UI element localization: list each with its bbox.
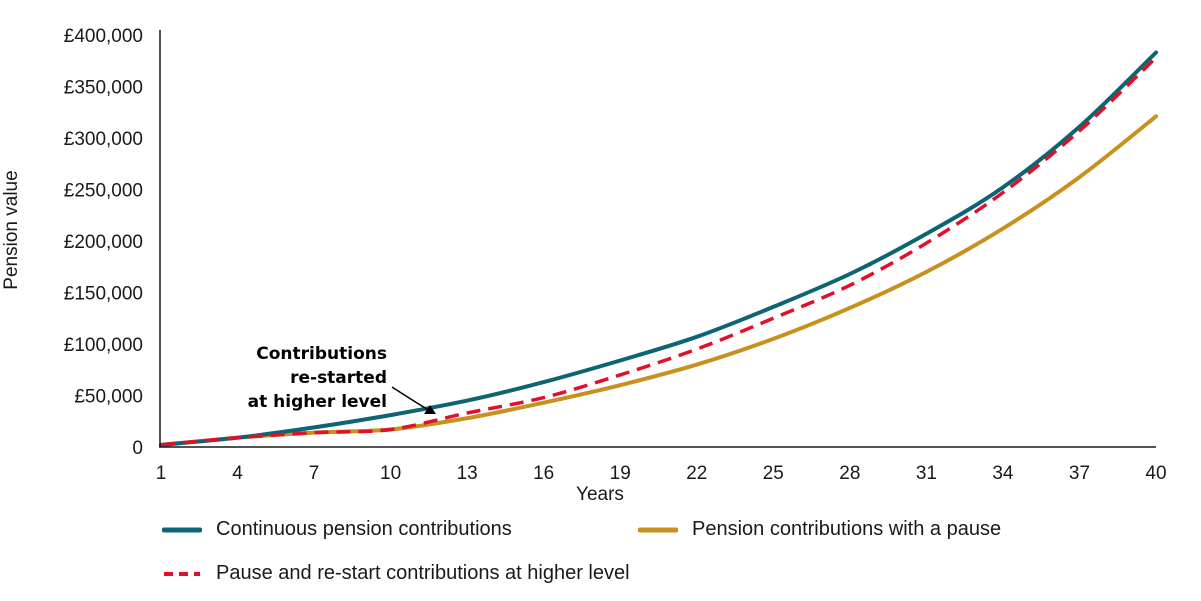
- series-line-continuous: [159, 50, 1158, 447]
- x-tick-label: 22: [686, 463, 707, 484]
- y-tick-label: 0: [132, 438, 143, 459]
- y-tick-label: £400,000: [64, 26, 143, 47]
- y-axis-title: Pension value: [1, 170, 22, 289]
- x-tick-label: 10: [380, 463, 401, 484]
- annotation-line-1: Contributions: [256, 344, 387, 364]
- y-tick-label: £250,000: [64, 181, 143, 202]
- legend-label-continuous: Continuous pension contributions: [216, 518, 512, 540]
- annotation-arrow: [391, 386, 431, 412]
- y-tick-label: £200,000: [64, 232, 143, 253]
- legend-swatch-pause: [638, 527, 678, 532]
- legend-swatch-continuous: [162, 527, 202, 532]
- annotation-arrowhead: [424, 405, 436, 414]
- legend-label-restart: Pause and re-start contributions at high…: [216, 562, 630, 584]
- legend-item-restart: Pause and re-start contributions at high…: [162, 562, 630, 585]
- annotation: Contributions re-started at higher level: [248, 344, 436, 414]
- legend-swatch-restart: [164, 571, 200, 576]
- legend-label-pause: Pension contributions with a pause: [692, 518, 1002, 540]
- x-axis-title: Years: [576, 484, 624, 505]
- x-tick-label: 7: [309, 463, 320, 484]
- y-tick-label: £150,000: [64, 284, 143, 305]
- x-tick-label: 34: [992, 463, 1014, 484]
- legend: Continuous pension contributions Pension…: [162, 518, 1172, 598]
- x-tick-label: 16: [533, 463, 554, 484]
- x-tick-label: 13: [457, 463, 478, 484]
- annotation-line-3: at higher level: [248, 392, 387, 412]
- legend-item-pause: Pension contributions with a pause: [638, 518, 1001, 541]
- x-tick-label: 40: [1145, 463, 1166, 484]
- y-tick-label: £100,000: [64, 335, 143, 356]
- x-tick-label: 4: [232, 463, 243, 484]
- x-tick-label: 25: [763, 463, 784, 484]
- x-tick-label: 19: [610, 463, 631, 484]
- y-tick-label: £50,000: [74, 387, 143, 408]
- annotation-line-2: re-started: [290, 368, 387, 388]
- x-tick-label: 37: [1069, 463, 1090, 484]
- y-tick-label: £350,000: [64, 78, 143, 99]
- x-tick-label: 1: [156, 463, 167, 484]
- x-tick-label: 28: [839, 463, 860, 484]
- legend-item-continuous: Continuous pension contributions: [162, 518, 512, 541]
- x-tick-label: 31: [916, 463, 937, 484]
- y-tick-label: £300,000: [64, 129, 143, 150]
- series-line-restart: [160, 56, 1158, 447]
